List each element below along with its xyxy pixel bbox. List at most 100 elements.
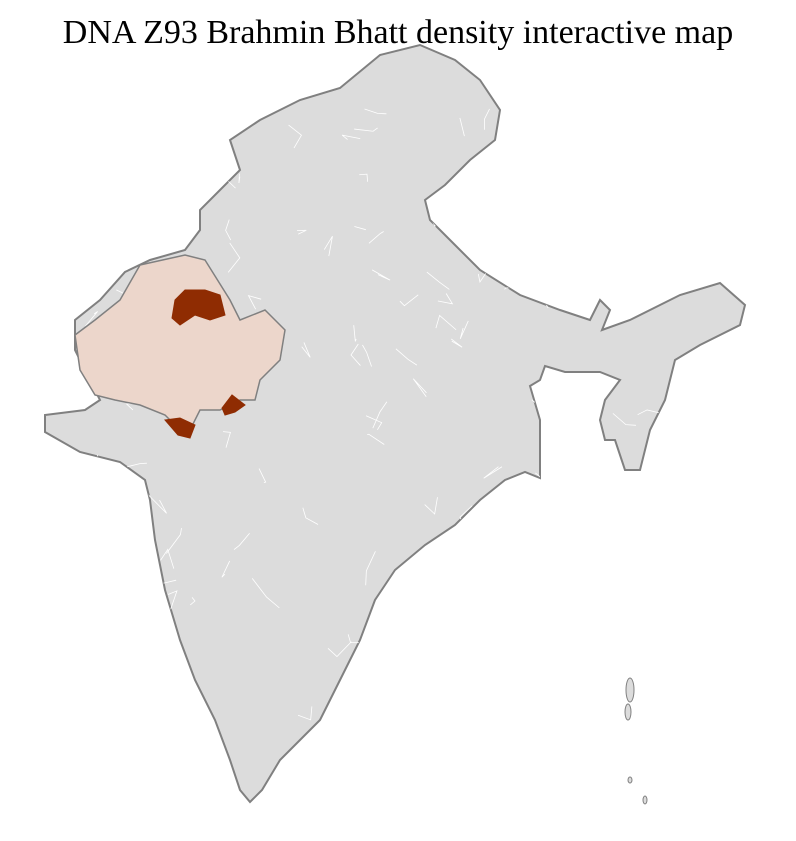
district-border <box>123 246 126 262</box>
map-title: DNA Z93 Brahmin Bhatt density interactiv… <box>62 14 734 51</box>
district-border <box>543 539 565 551</box>
district-border <box>190 597 196 606</box>
district-border <box>484 108 490 130</box>
region-rajasthan[interactable] <box>74 254 286 431</box>
district-border <box>459 117 465 137</box>
district-border <box>634 155 649 175</box>
district-border <box>458 690 477 699</box>
district-border <box>288 124 302 149</box>
district-border <box>223 431 231 448</box>
district-border <box>660 469 668 477</box>
district-border <box>365 415 383 431</box>
region-high-south-west[interactable] <box>164 417 196 439</box>
india-outline[interactable] <box>44 43 747 804</box>
district-border <box>633 525 649 535</box>
district-border <box>151 678 167 701</box>
andaman-islands <box>624 677 648 805</box>
district-border <box>323 235 333 257</box>
district-border <box>395 348 418 366</box>
district-border <box>139 555 150 587</box>
district-border <box>376 612 391 643</box>
district-border <box>538 680 543 696</box>
district-border <box>467 523 500 541</box>
district-border <box>539 400 551 404</box>
district-border <box>365 551 376 586</box>
district-border <box>85 311 98 327</box>
district-border <box>539 585 553 594</box>
district-border <box>450 338 463 348</box>
district-border <box>589 689 595 701</box>
district-border <box>465 644 487 660</box>
district-border <box>353 325 357 342</box>
district-border <box>497 489 521 502</box>
district-border <box>225 219 232 241</box>
district-border <box>460 229 464 246</box>
district-border <box>367 692 382 721</box>
district-border <box>368 231 384 244</box>
district-border <box>658 290 664 302</box>
district-border <box>238 173 241 184</box>
district-border <box>96 586 106 600</box>
district-border <box>622 122 631 149</box>
district-border <box>341 134 361 140</box>
district-border <box>127 462 147 468</box>
district-border <box>227 242 241 273</box>
district-border <box>367 433 385 445</box>
district-border <box>531 492 553 524</box>
district-border <box>562 564 579 580</box>
district-border <box>130 636 151 649</box>
district-border <box>371 269 391 281</box>
district-border <box>112 116 140 125</box>
district-border <box>189 81 215 110</box>
district-border <box>297 706 313 721</box>
district-border <box>397 648 417 669</box>
district-border <box>539 215 547 234</box>
district-border <box>659 269 682 285</box>
district-border <box>412 378 427 397</box>
district-border <box>372 401 388 429</box>
district-border <box>437 293 454 305</box>
district-border <box>399 294 419 307</box>
district-border <box>497 535 516 550</box>
district-border <box>354 226 366 231</box>
district-border <box>557 290 569 305</box>
district-border <box>612 413 636 426</box>
district-border <box>133 647 142 657</box>
district-border <box>354 127 378 132</box>
district-border <box>673 105 687 135</box>
district-border <box>435 314 457 331</box>
district-border <box>258 468 267 484</box>
district-border <box>126 216 142 240</box>
district-border <box>359 173 369 182</box>
region-high-south-east[interactable] <box>221 394 246 416</box>
district-border <box>126 681 139 699</box>
district-border <box>296 229 307 235</box>
district-border <box>534 530 559 541</box>
district-border <box>659 161 676 196</box>
district-border <box>357 665 373 684</box>
district-border <box>350 343 361 366</box>
region-high-north[interactable] <box>171 289 226 326</box>
district-border <box>504 164 529 168</box>
district-border <box>77 198 102 220</box>
district-border <box>555 261 569 280</box>
district-border <box>525 112 545 124</box>
district-border <box>251 578 280 609</box>
district-border <box>162 663 181 670</box>
district-border <box>87 571 96 595</box>
district-border <box>364 108 387 115</box>
district-border <box>483 466 503 479</box>
district-border <box>669 584 688 600</box>
district-border <box>169 88 186 104</box>
district-border <box>426 271 450 290</box>
district-border <box>302 507 319 525</box>
district-border <box>469 683 497 695</box>
district-border <box>355 645 368 655</box>
district-border <box>554 166 571 191</box>
district-border <box>364 704 381 712</box>
district-border <box>327 641 352 658</box>
district-border <box>301 342 311 358</box>
district-border <box>459 320 469 340</box>
district-border <box>233 533 250 550</box>
